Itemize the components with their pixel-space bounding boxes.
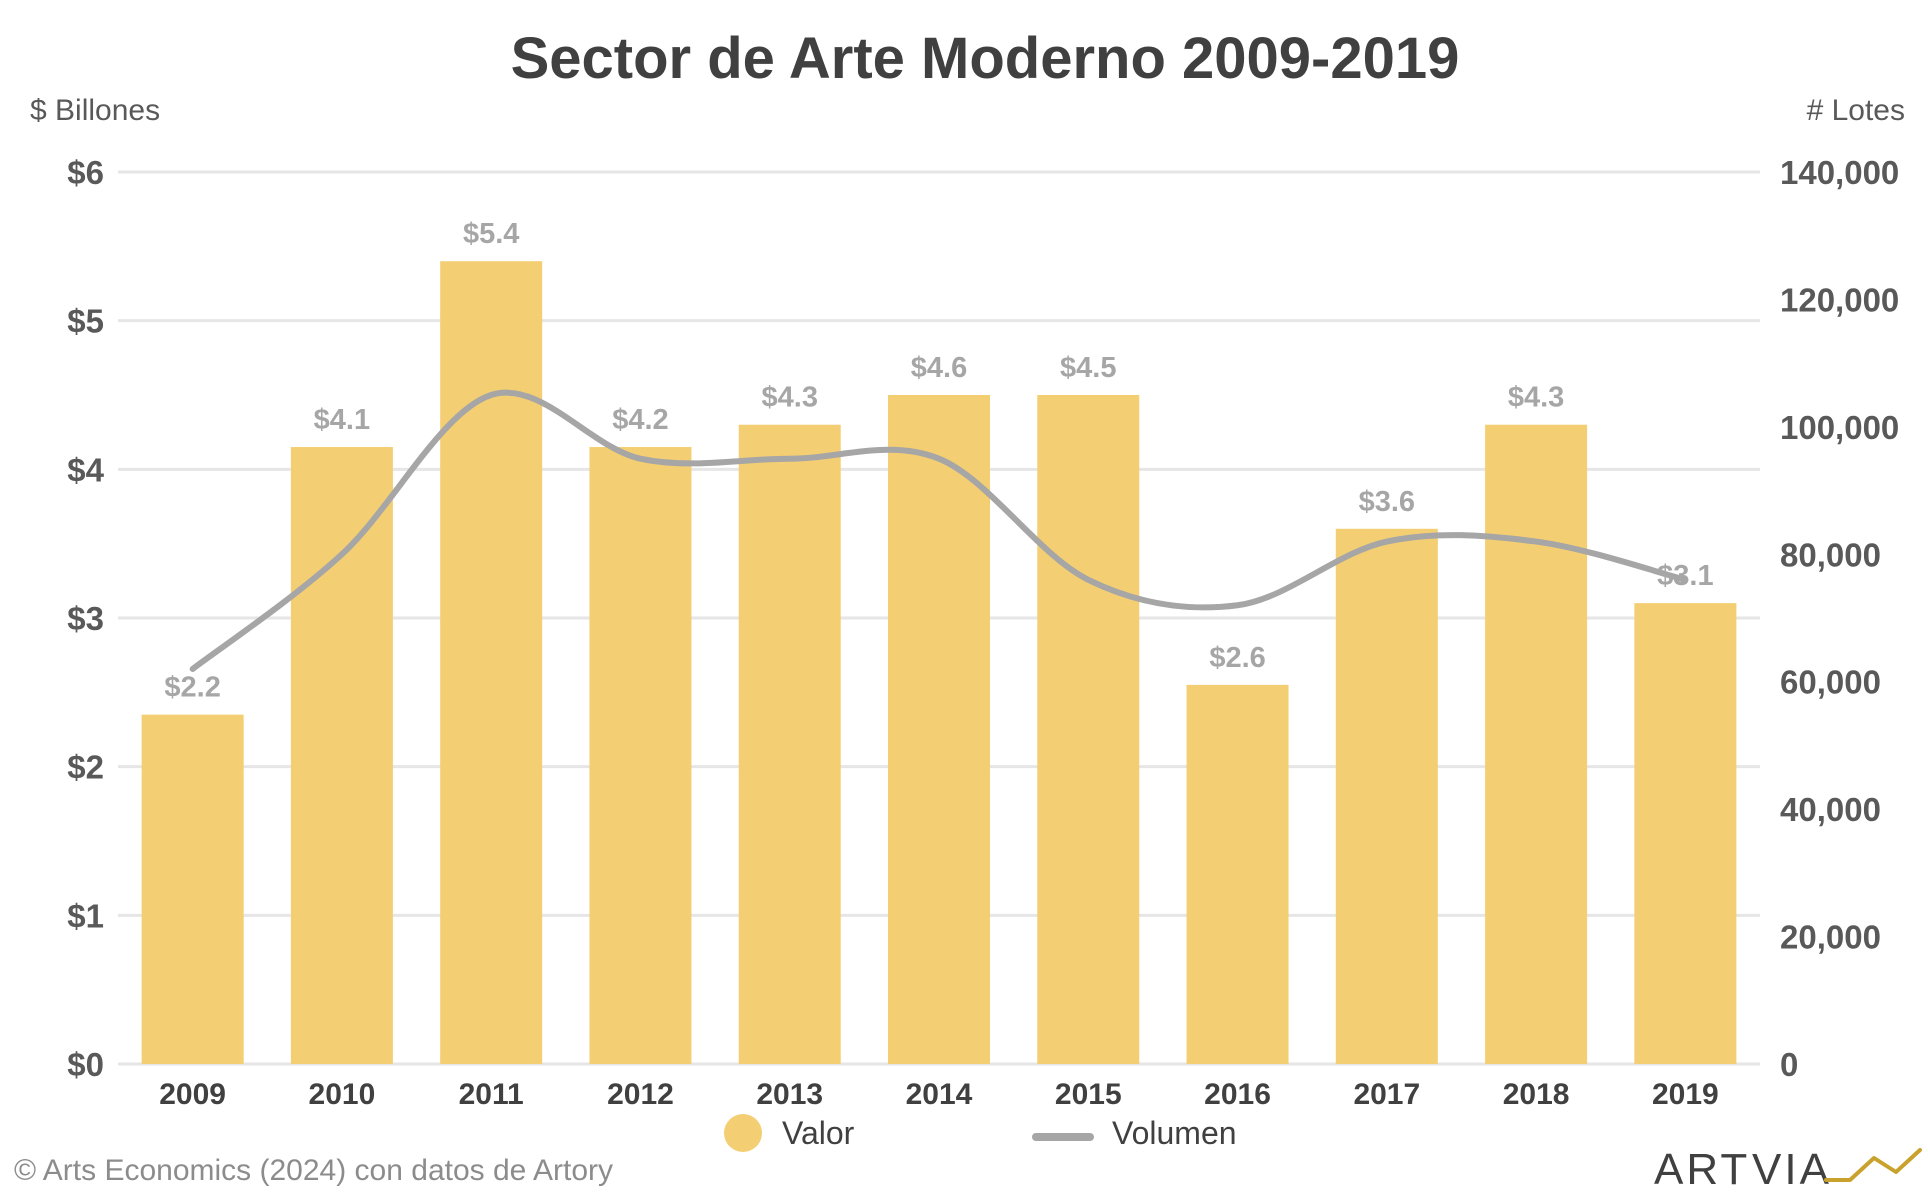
y-tick-right-label: 120,000: [1780, 281, 1899, 318]
bar-2013: [738, 424, 841, 1064]
line-series-volumen: [189, 389, 1689, 672]
y-tick-left-label: $6: [67, 154, 104, 191]
bar-2014: [888, 395, 990, 1064]
data-label-2015: $4.5: [1060, 352, 1116, 384]
bar-2009: [141, 714, 244, 1064]
volumen-line: [189, 389, 1689, 672]
y-tick-right-label: 60,000: [1780, 664, 1881, 701]
chart-title: Sector de Arte Moderno 2009-2019: [511, 26, 1460, 91]
data-label-2012: $4.2: [612, 404, 668, 436]
y-tick-right-label: 100,000: [1780, 409, 1899, 446]
logo-art: ART: [1654, 1145, 1750, 1194]
x-tick-label: 2018: [1503, 1078, 1570, 1111]
legend: Valor Volumen: [724, 1114, 1237, 1152]
source-note: © Arts Economics (2024) con datos de Art…: [14, 1154, 613, 1187]
x-tick-label: 2012: [607, 1078, 674, 1111]
logo-zigzag-icon: [1824, 1148, 1922, 1182]
y-tick-left-label: $5: [67, 303, 104, 340]
bar-2012: [589, 447, 692, 1064]
x-tick-label: 2011: [459, 1078, 524, 1111]
data-labels: $2.2 $4.1 $5.4 $4.2 $4.3 $4.6 $4.5 $2.6 $3.6 $4.3…: [164, 218, 1713, 703]
data-label-2011: $5.4: [463, 218, 519, 250]
y-tick-left-label: $2: [67, 749, 104, 786]
legend-volumen-label: Volumen: [1112, 1115, 1237, 1151]
y-tick-left-label: $3: [67, 600, 104, 637]
y-tick-right-label: 20,000: [1780, 919, 1881, 956]
y-tick-left-label: $0: [67, 1046, 104, 1083]
x-tick-label: 2017: [1353, 1078, 1420, 1111]
x-tick-label: 2009: [159, 1078, 226, 1111]
x-tick-label: 2016: [1204, 1078, 1271, 1111]
y-tick-right-label: 140,000: [1780, 154, 1899, 191]
bar-2015: [1037, 395, 1140, 1064]
legend-valor-label: Valor: [782, 1115, 855, 1151]
y-tick-left-label: $1: [67, 897, 104, 934]
y-tick-right-label: 0: [1780, 1046, 1798, 1083]
legend-valor-swatch: [724, 1114, 762, 1152]
right-y-axis: 0 20,000 40,000 60,000 80,000 100,000 120,000 1…: [1780, 154, 1899, 1083]
bar-2010: [290, 447, 393, 1064]
bar-2017: [1335, 528, 1438, 1064]
data-label-2016: $2.6: [1209, 642, 1265, 674]
data-label-2017: $3.6: [1359, 486, 1415, 518]
y-tick-right-label: 80,000: [1780, 536, 1881, 573]
bar-2016: [1186, 684, 1289, 1064]
bar-2019: [1634, 603, 1737, 1064]
data-label-2019: $3.1: [1657, 560, 1713, 592]
y-tick-right-label: 40,000: [1780, 791, 1881, 828]
x-tick-label: 2019: [1652, 1078, 1719, 1111]
logo-via: VIA: [1752, 1145, 1832, 1194]
data-label-2013: $4.3: [762, 382, 818, 414]
bar-2011: [440, 261, 543, 1064]
data-label-2018: $4.3: [1508, 382, 1564, 414]
x-tick-label: 2015: [1055, 1078, 1122, 1111]
x-tick-label: 2010: [309, 1078, 376, 1111]
bar-series-valor: [141, 261, 1737, 1064]
bar-2018: [1485, 424, 1588, 1064]
artvia-logo: ART VIA: [1654, 1145, 1922, 1194]
x-tick-label: 2013: [756, 1078, 823, 1111]
data-label-2014: $4.6: [911, 352, 967, 384]
y-tick-left-label: $4: [67, 451, 104, 488]
data-label-2009: $2.2: [164, 672, 220, 704]
x-axis: 2009 2010 2011 2012 2013 2014 2015 2016 2017 2018…: [159, 1078, 1718, 1111]
left-axis-caption: $ Billones: [30, 94, 160, 127]
right-axis-caption: # Lotes: [1807, 94, 1905, 127]
left-y-axis: $0 $1 $2 $3 $4 $5 $6: [67, 154, 104, 1083]
x-tick-label: 2014: [906, 1078, 973, 1111]
data-label-2010: $4.1: [314, 404, 370, 436]
